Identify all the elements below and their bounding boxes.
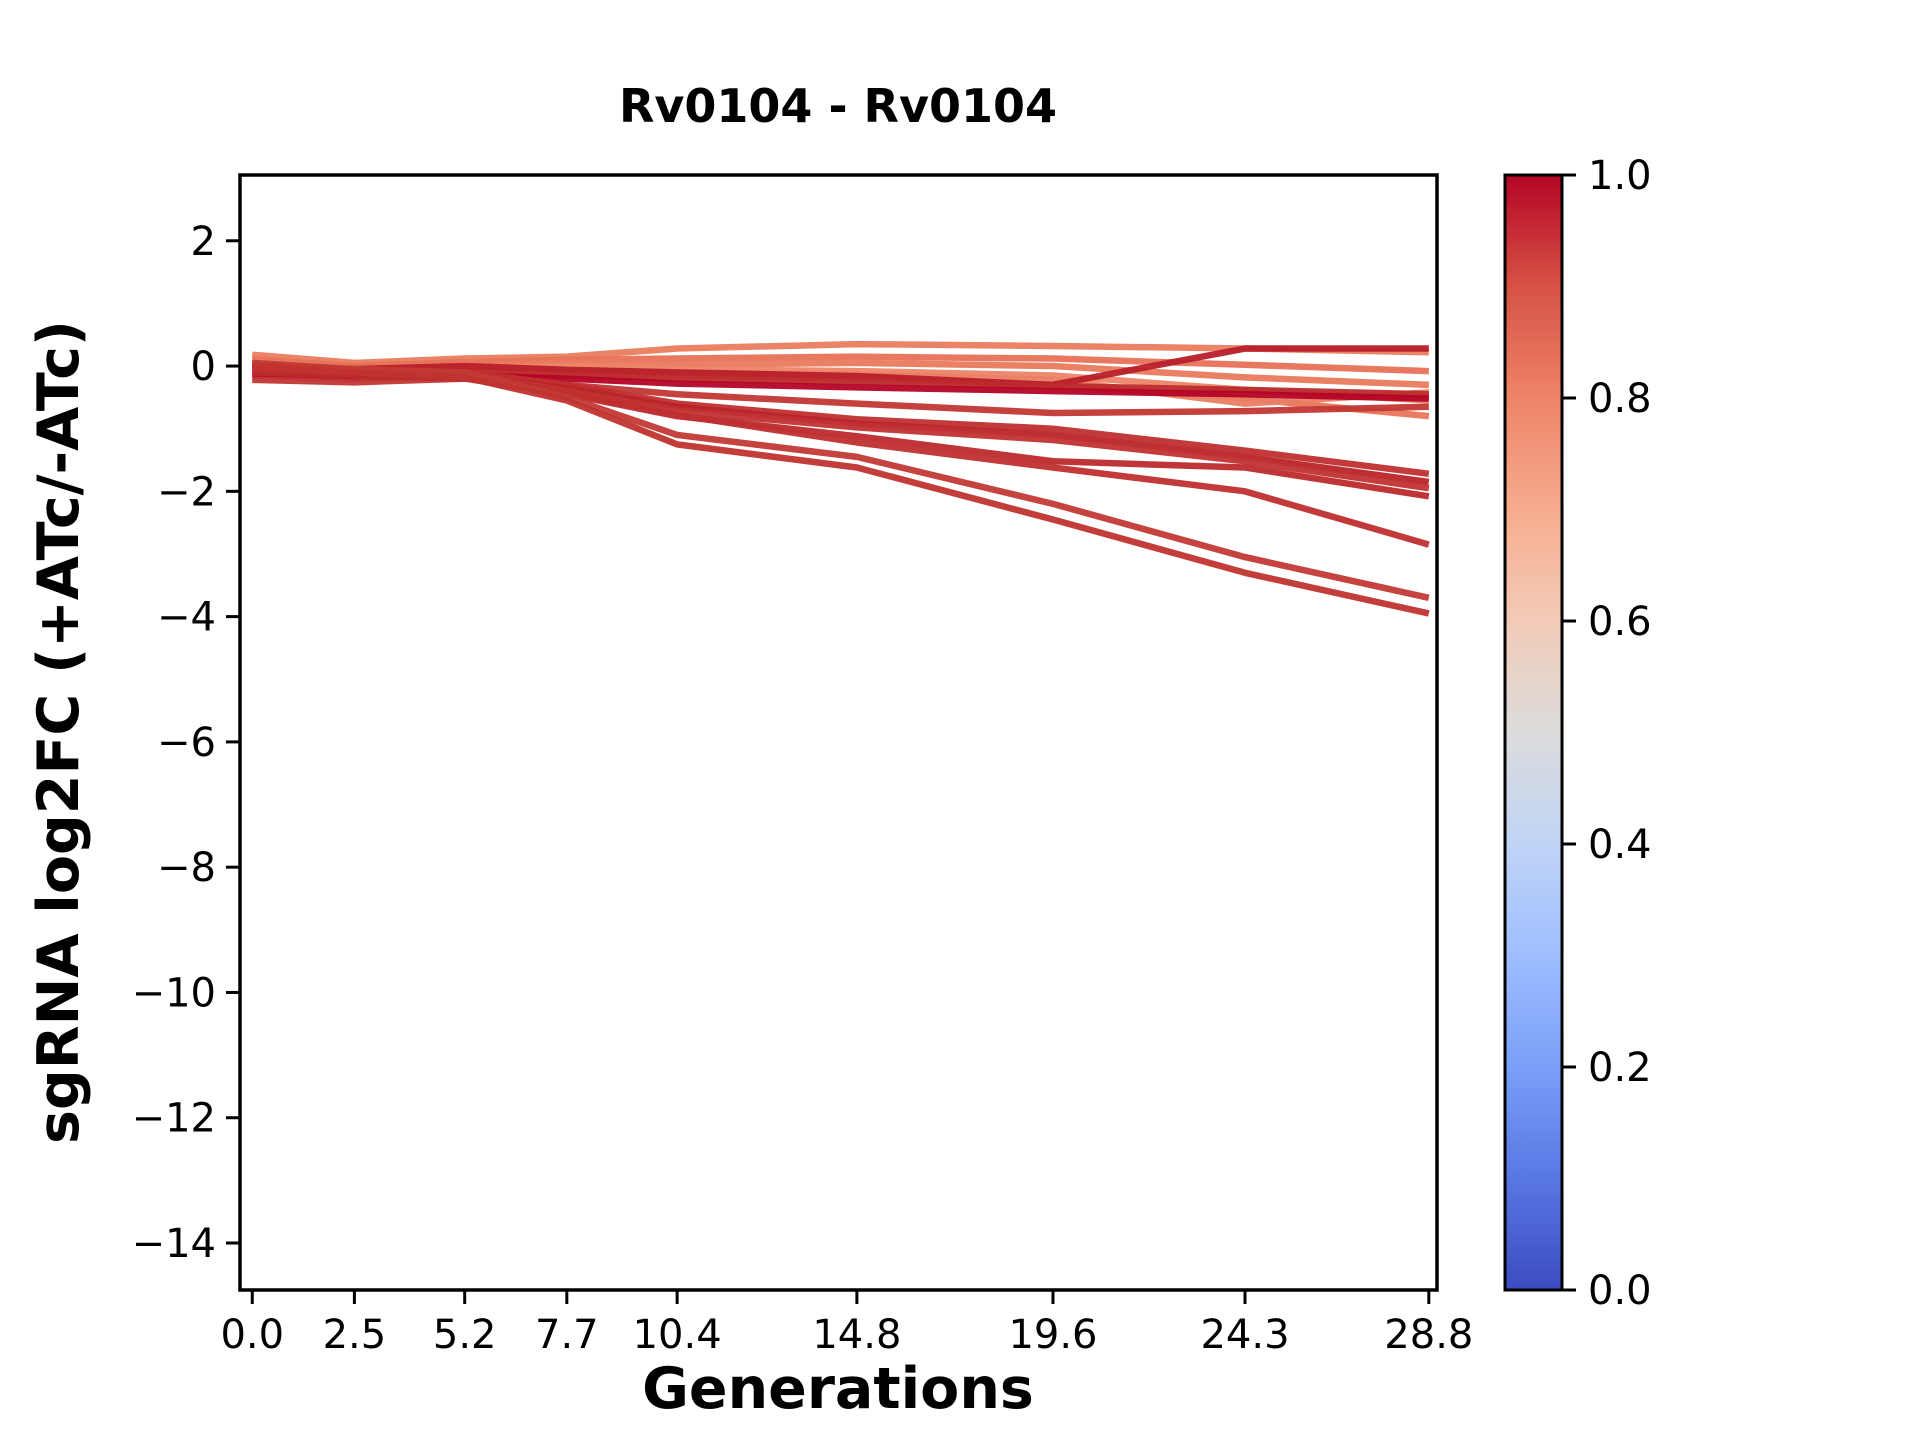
colorbar-tick-label: 1.0 (1588, 153, 1652, 199)
y-tick-label: −4 (157, 595, 216, 641)
x-tick-label: 5.2 (433, 1312, 497, 1358)
colorbar-tick-label: 0.4 (1588, 822, 1652, 868)
y-tick-label: −6 (157, 720, 216, 766)
x-axis-label: Generations (642, 1356, 1034, 1422)
colorbar-tick-label: 0.6 (1588, 599, 1652, 645)
colorbar-tick-label: 0.2 (1588, 1045, 1652, 1091)
y-tick-label: −8 (157, 845, 216, 891)
sgRNA-line (251, 340, 1429, 367)
x-tick-label: 10.4 (633, 1312, 722, 1358)
sgRNA-line (252, 375, 1429, 417)
x-tick-label: 24.3 (1200, 1312, 1289, 1358)
y-tick-label: −12 (132, 1096, 216, 1142)
x-tick-label: 7.7 (535, 1312, 599, 1358)
x-tick-label: 0.0 (220, 1312, 284, 1358)
colorbar (1503, 173, 1564, 1292)
x-tick-label: 14.8 (812, 1312, 901, 1358)
colorbar-ticks-layer: 1.0 0.8 0.6 0.4 0.2 0.0 (1562, 153, 1652, 1314)
plot-title: Rv0104 - Rv0104 (619, 79, 1057, 133)
sgRNA-line (252, 362, 1430, 617)
x-tick-label: 2.5 (323, 1312, 387, 1358)
y-tick-label: 2 (191, 219, 216, 265)
colorbar-tick-label: 0.8 (1588, 376, 1652, 422)
x-tick-label: 19.6 (1008, 1312, 1097, 1358)
x-tick-label: 28.8 (1384, 1312, 1473, 1358)
y-tick-label: −2 (157, 469, 216, 515)
y-ticks-layer: 2 0 −2 −4 −6 −8 −10 −12 −14 (132, 219, 240, 1267)
sgRNA-line (252, 359, 1430, 601)
y-tick-label: −14 (132, 1221, 216, 1267)
y-axis-label: sgRNA log2FC (+ATc/-ATc) (26, 320, 92, 1144)
x-ticks-layer: 0.0 2.5 5.2 7.7 10.4 14.8 19.6 24.3 28.8 (220, 1290, 1473, 1358)
y-tick-label: 0 (191, 344, 216, 390)
data-lines-layer (251, 340, 1430, 617)
y-tick-label: −10 (132, 970, 216, 1016)
colorbar-tick-label: 0.0 (1588, 1268, 1652, 1314)
plot-border (238, 173, 1439, 1292)
